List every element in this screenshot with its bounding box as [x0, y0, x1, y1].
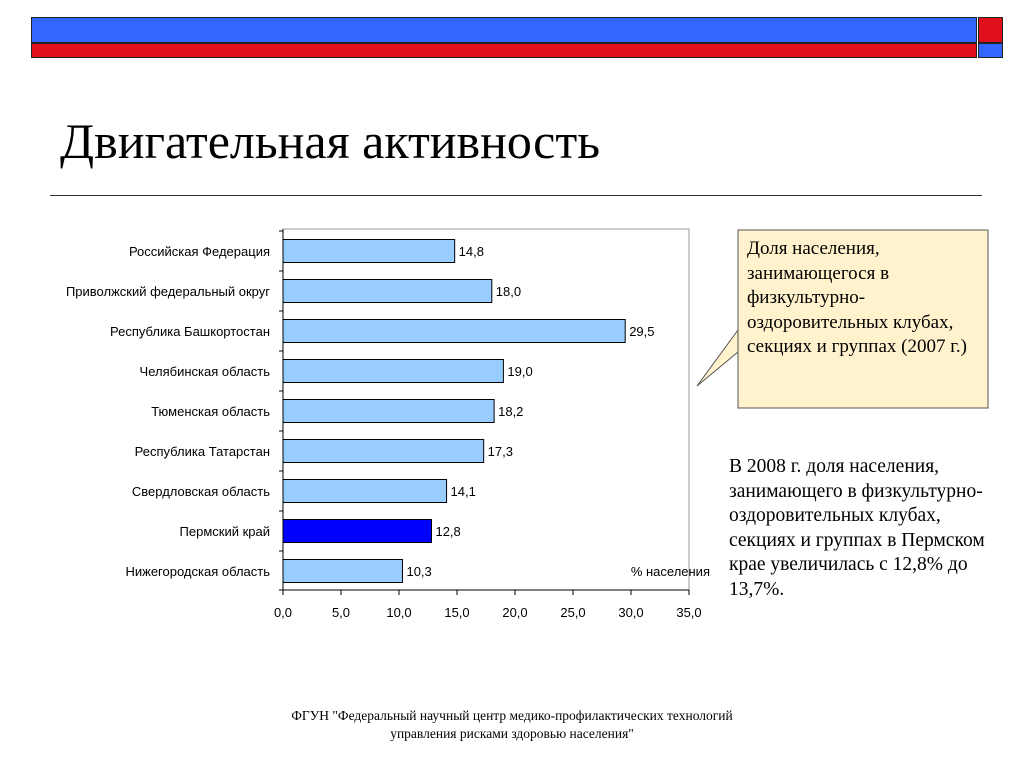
- category-label: Российская Федерация: [129, 244, 270, 259]
- data-label: 29,5: [629, 324, 654, 339]
- category-label: Республика Башкортостан: [110, 324, 270, 339]
- category-label: Челябинская область: [140, 364, 271, 379]
- x-tick-label: 15,0: [444, 605, 469, 620]
- x-tick-label: 25,0: [560, 605, 585, 620]
- category-label: Свердловская область: [132, 484, 270, 499]
- footer-line-1: ФГУН "Федеральный научный центр медико-п…: [291, 708, 733, 723]
- note-text: В 2008 г. доля населения, занимающего в …: [729, 456, 985, 600]
- x-tick-label: 35,0: [676, 605, 701, 620]
- callout-text: Доля населения, занимающегося в физкульт…: [747, 238, 967, 357]
- data-label: 10,3: [406, 564, 431, 579]
- x-tick-label: 0,0: [274, 605, 292, 620]
- data-label: 18,0: [496, 284, 521, 299]
- category-label: Пермский край: [180, 524, 270, 539]
- footer: ФГУН "Федеральный научный центр медико-п…: [212, 707, 812, 743]
- title-divider: [50, 195, 982, 196]
- category-label: Приволжский федеральный округ: [66, 284, 270, 299]
- header-red-square: [978, 17, 1003, 43]
- category-label: Нижегородская область: [125, 564, 270, 579]
- data-label: 12,8: [435, 524, 460, 539]
- header-blue-band: [31, 17, 977, 43]
- header-blue-square: [978, 43, 1003, 58]
- x-tick-label: 20,0: [502, 605, 527, 620]
- x-tick-label: 5,0: [332, 605, 350, 620]
- x-tick-label: 10,0: [386, 605, 411, 620]
- data-label: 14,1: [451, 484, 476, 499]
- bar-chart: Российская Федерация 14,8 Приволжский феде…: [66, 228, 710, 620]
- data-label: 17,3: [488, 444, 513, 459]
- category-label: Тюменская область: [151, 404, 270, 419]
- category-label: Республика Татарстан: [135, 444, 270, 459]
- header-red-band: [31, 43, 977, 58]
- slide-title: Двигательная активность: [60, 113, 601, 169]
- footer-line-2: управления рисками здоровью населения": [390, 726, 634, 741]
- data-label: 18,2: [498, 404, 523, 419]
- data-label: 19,0: [507, 364, 532, 379]
- callout-box: [696, 229, 989, 409]
- data-label: 14,8: [459, 244, 484, 259]
- x-tick-label: 30,0: [618, 605, 643, 620]
- unit-label: % населения: [631, 564, 710, 579]
